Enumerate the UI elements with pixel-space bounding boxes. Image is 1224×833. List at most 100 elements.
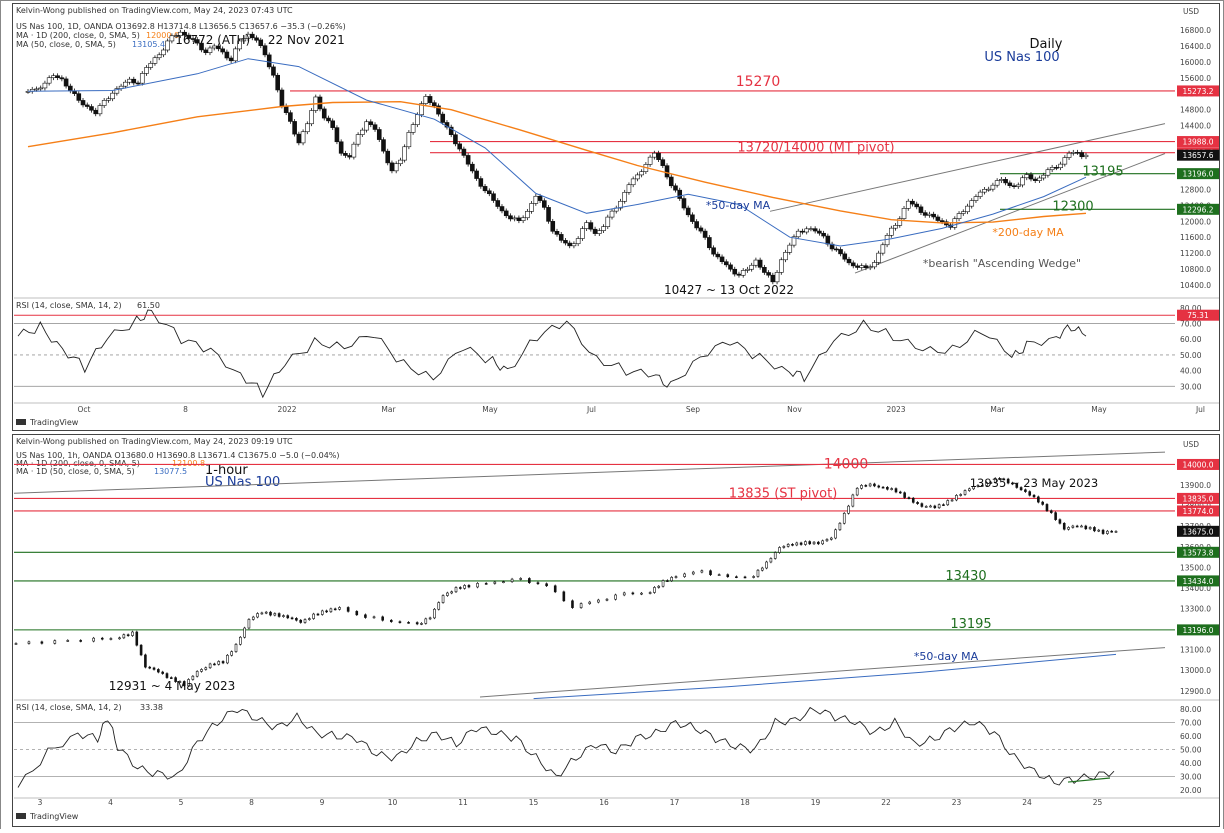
level-tag-bg [1177, 624, 1219, 636]
candle-body [109, 638, 113, 640]
candle-body [674, 576, 678, 578]
candle-body [525, 211, 530, 219]
y-tick-label: 13500.0 [1180, 563, 1211, 572]
candle-body [959, 494, 963, 496]
candle-body [53, 640, 57, 644]
level-tag-bg [1177, 575, 1219, 587]
candle-body [230, 651, 233, 656]
candle-body [973, 196, 979, 201]
candle-body [415, 622, 419, 625]
candle-body [769, 558, 773, 563]
hourly-panel-frame [12, 434, 1220, 827]
candle-body [812, 228, 818, 232]
candle-body [199, 42, 204, 51]
candle-body [126, 634, 130, 637]
candle-body [782, 546, 786, 548]
candle-body [131, 631, 134, 636]
candle-body [1083, 154, 1089, 158]
candle-body [994, 180, 1000, 186]
candle-body [889, 227, 894, 236]
candle-body [542, 200, 547, 208]
candle-body [567, 242, 572, 247]
candle-body [533, 195, 539, 204]
candle-body [765, 561, 768, 569]
tv-logo-text: TradingView [29, 418, 79, 427]
level-tag-bg [1177, 458, 1219, 470]
candle-body [347, 155, 352, 158]
candle-body [880, 244, 886, 254]
candle-body [935, 216, 941, 221]
hourly-ma200-text: MA · 1D (200, close, 0, SMA, 5) [16, 459, 140, 468]
candle-body [118, 637, 121, 640]
candle-body [989, 482, 993, 484]
candle-body [424, 618, 428, 624]
level-tag-bg [1177, 203, 1219, 215]
candle-body [653, 587, 656, 593]
candle-body [985, 482, 988, 486]
candle-body [470, 163, 475, 172]
candle-body [791, 236, 797, 246]
candle-body [860, 485, 863, 489]
level-label: 13430 [945, 569, 986, 584]
candle-body [1066, 152, 1072, 158]
candle-body [1054, 167, 1059, 169]
candle-body [916, 502, 919, 504]
candle-body [286, 615, 290, 619]
rsi-level-tag-bg [1177, 309, 1219, 321]
candle-body [476, 583, 479, 588]
candle-body [406, 132, 412, 148]
candle-body [752, 576, 755, 578]
candle-body [381, 616, 384, 621]
candle-body [1114, 531, 1118, 533]
candle-body [1006, 478, 1010, 484]
candle-body [1007, 182, 1013, 186]
candle-body [114, 88, 120, 94]
candle-body [715, 253, 721, 258]
hourly-ma50-text: MA · 1D (50, close, 0, SMA, 5) [16, 467, 135, 476]
candle-body [326, 117, 331, 122]
x-tick-label: 24 [1022, 798, 1032, 807]
wedge-upper-line [13, 451, 1166, 494]
candle-body [482, 186, 488, 192]
candle-body [795, 542, 799, 546]
candle-body [459, 587, 462, 589]
candle-body [757, 259, 763, 268]
candle-body [486, 190, 492, 195]
level-tag: 13835.0 [1182, 494, 1213, 503]
level-tag-group: 13988.0 [1177, 136, 1219, 148]
last-price-time: 40:31 [1189, 536, 1208, 544]
candle-body [173, 35, 179, 37]
candle-body [571, 243, 577, 247]
candle-body [448, 126, 454, 136]
tradingview-logo-bottom: TradingView [16, 812, 79, 821]
candle-body [277, 613, 281, 617]
ma200-label: *200-day MA [992, 226, 1064, 239]
candle-body [1045, 169, 1051, 176]
candle-body [398, 621, 402, 623]
candle-body [735, 576, 738, 578]
candle-body [343, 153, 348, 156]
candle-body [178, 681, 182, 683]
x-tick-label: Sep [686, 405, 700, 414]
candle-body [580, 228, 585, 239]
candle-body [855, 265, 860, 268]
candle-body [812, 541, 816, 545]
candle-body [877, 485, 881, 488]
candle-body [868, 483, 872, 487]
tv-logo-icon-2 [16, 813, 26, 819]
daily-ohlc-text: US Nas 100, 1D, OANDA O13692.8 H13714.8 … [16, 22, 346, 31]
hourly-rsi-label: RSI (14, close, SMA, 14, 2) [16, 703, 122, 712]
candle-body [1032, 494, 1036, 498]
candle-body [423, 96, 429, 104]
y-tick-label: 15600.0 [1180, 74, 1211, 83]
candle-body [922, 212, 928, 216]
hourly-ma200-value: 12100.8 [172, 459, 205, 468]
candle-body [657, 585, 661, 588]
candle-body [330, 120, 336, 128]
candle-body [726, 574, 730, 577]
rsi-tick-label: 60.00 [1180, 732, 1202, 741]
candle-body [660, 159, 666, 166]
candle-body [795, 230, 801, 238]
level-tag-bg [1177, 136, 1219, 148]
